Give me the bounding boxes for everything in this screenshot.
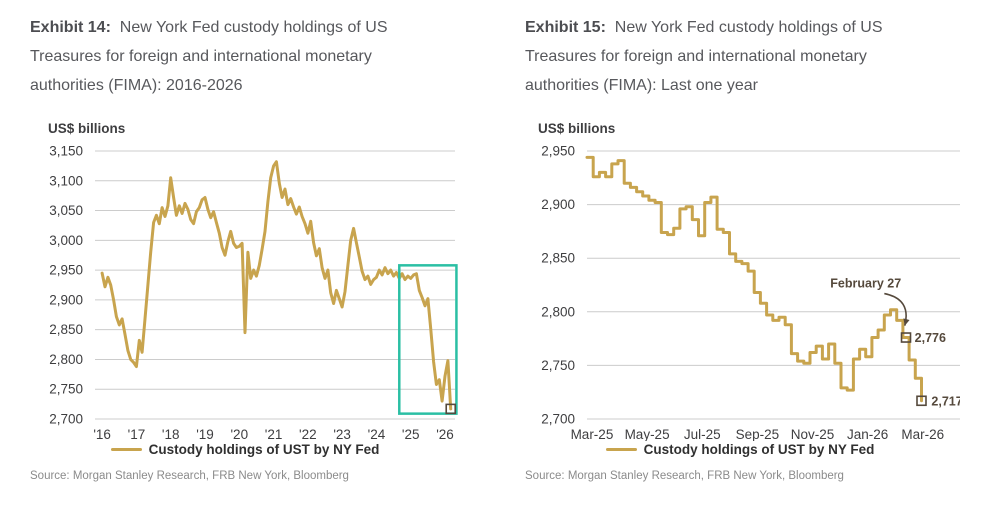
legend-line-swatch xyxy=(110,448,142,451)
y-tick-label: 2,800 xyxy=(541,304,575,319)
y-tick-label: 3,000 xyxy=(49,233,83,248)
y-tick-label: 3,050 xyxy=(49,203,83,218)
y-tick-label: 3,100 xyxy=(49,173,83,188)
exhibit-14-panel: Exhibit 14: New York Fed custody holding… xyxy=(0,0,495,512)
x-tick-label: Jan-26 xyxy=(847,427,888,441)
y-axis-label: US$ billions xyxy=(538,121,615,136)
exhibit-label: Exhibit 14: xyxy=(30,19,111,36)
x-tick-label: '18 xyxy=(162,427,180,441)
source-text: Source: Morgan Stanley Research, FRB New… xyxy=(525,470,844,482)
exhibit-15-title: Exhibit 15: New York Fed custody holding… xyxy=(525,13,963,100)
y-axis-label: US$ billions xyxy=(48,121,125,136)
exhibit-14-title: Exhibit 14: New York Fed custody holding… xyxy=(30,13,468,100)
value-label: 2,776 xyxy=(915,331,946,345)
custody-holdings-chart-2016-2026: 3,150 3,100 3,050 3,000 2,950 2,900 2,850 2,800… xyxy=(48,121,458,441)
x-tick-label: May-25 xyxy=(625,427,670,441)
x-tick-label: '19 xyxy=(196,427,214,441)
legend-label: Custody holdings of UST by NY Fed xyxy=(643,442,875,457)
data-series-line xyxy=(585,155,923,403)
x-tick-label: '21 xyxy=(265,427,283,441)
y-tick-label: 2,700 xyxy=(49,412,83,427)
title-line: authorities (FIMA): 2016-2026 xyxy=(30,77,243,94)
y-tick-label: 2,850 xyxy=(49,322,83,337)
title-line: Exhibit 15: New York Fed custody holding… xyxy=(525,13,963,42)
data-point-marker xyxy=(445,403,457,415)
x-tick-label: '25 xyxy=(402,427,420,441)
y-tick-label: 2,950 xyxy=(541,144,575,159)
x-tick-label: '17 xyxy=(128,427,146,441)
y-tick-label: 2,850 xyxy=(541,251,575,266)
y-tick-label: 2,750 xyxy=(49,382,83,397)
x-tick-label: Sep-25 xyxy=(736,427,780,441)
title-text: New York Fed custody holdings of US xyxy=(605,19,883,36)
y-tick-label: 2,750 xyxy=(541,358,575,373)
x-tick-label: Mar-26 xyxy=(901,427,944,441)
y-tick-label: 2,700 xyxy=(541,412,575,427)
data-series-line xyxy=(100,160,453,411)
data-point-marker xyxy=(900,332,912,343)
x-tick-label: '22 xyxy=(299,427,317,441)
annotation-label: February 27 xyxy=(830,276,901,290)
legend-label: Custody holdings of UST by NY Fed xyxy=(148,442,380,457)
y-tick-label: 2,900 xyxy=(541,197,575,212)
source-text: Source: Morgan Stanley Research, FRB New… xyxy=(30,470,349,482)
x-tick-label: '23 xyxy=(333,427,351,441)
y-tick-label: 2,950 xyxy=(49,263,83,278)
highlight-box xyxy=(398,264,458,415)
legend-line-swatch xyxy=(605,448,637,451)
legend: Custody holdings of UST by NY Fed xyxy=(25,442,465,457)
data-point-marker xyxy=(916,395,927,407)
y-tick-label: 2,900 xyxy=(49,292,83,307)
exhibit-15-panel: Exhibit 15: New York Fed custody holding… xyxy=(495,0,991,512)
x-tick-label: '24 xyxy=(368,427,386,441)
y-tick-label: 3,150 xyxy=(49,144,83,159)
title-line: authorities (FIMA): Last one year xyxy=(525,77,758,94)
custody-holdings-chart-last-year: 2,950 2,900 2,850 2,800 2,750 2,700 US$ billio… xyxy=(538,121,960,441)
title-text: New York Fed custody holdings of US xyxy=(110,19,388,36)
x-tick-label: Nov-25 xyxy=(791,427,835,441)
x-tick-label: Jul-25 xyxy=(684,427,721,441)
exhibit-label: Exhibit 15: xyxy=(525,19,606,36)
title-line: Exhibit 14: New York Fed custody holding… xyxy=(30,13,468,42)
y-tick-label: 2,800 xyxy=(49,352,83,367)
value-label: 2,717 xyxy=(931,394,960,408)
legend: Custody holdings of UST by NY Fed xyxy=(520,442,960,457)
x-tick-label: '20 xyxy=(230,427,248,441)
annotation-arrowhead xyxy=(903,318,910,326)
x-tick-label: '26 xyxy=(436,427,454,441)
x-tick-label: Mar-25 xyxy=(571,427,614,441)
title-line: Treasures for foreign and international … xyxy=(30,48,372,65)
x-tick-label: '16 xyxy=(93,427,111,441)
title-line: Treasures for foreign and international … xyxy=(525,48,867,65)
